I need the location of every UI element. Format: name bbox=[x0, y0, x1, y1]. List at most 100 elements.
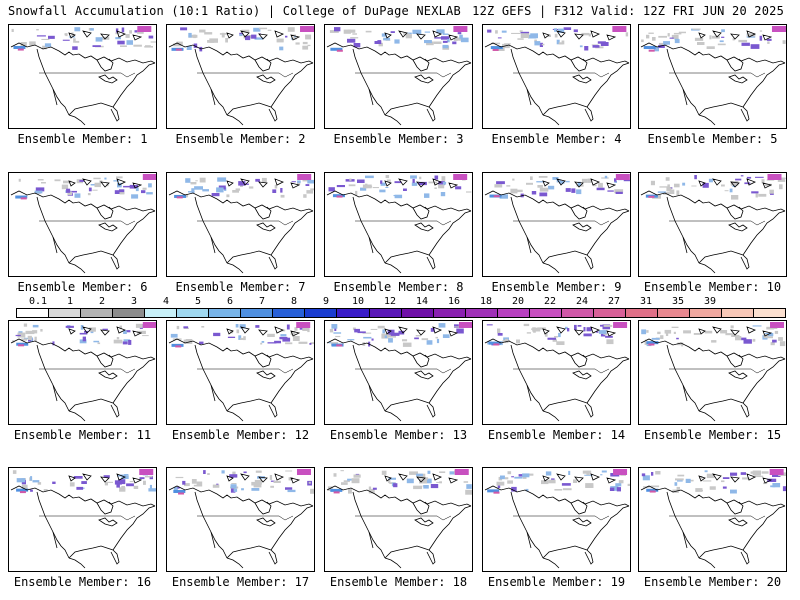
colorbar-tick-label: 0.1 bbox=[28, 296, 48, 307]
snowfall-map bbox=[8, 24, 157, 129]
snowfall-map bbox=[638, 172, 787, 277]
ensemble-member-label: Ensemble Member: 15 bbox=[643, 428, 782, 442]
snowfall-map bbox=[638, 467, 787, 572]
colorbar-swatch bbox=[689, 309, 723, 317]
snowfall-map bbox=[324, 172, 473, 277]
ensemble-member-panel: Ensemble Member: 3 bbox=[324, 24, 473, 146]
colorbar-tick-label: 12 bbox=[383, 296, 397, 307]
ensemble-member-panel: Ensemble Member: 1 bbox=[8, 24, 157, 146]
colorbar-swatch bbox=[177, 309, 210, 317]
ensemble-member-label: Ensemble Member: 18 bbox=[329, 575, 468, 589]
run-valid-time: 12Z GEFS | F312 Valid: 12Z FRI JUN 20 20… bbox=[472, 4, 784, 18]
ensemble-member-label: Ensemble Member: 4 bbox=[491, 132, 622, 146]
colorbar-swatch bbox=[209, 309, 242, 317]
colorbar-swatch bbox=[433, 309, 466, 317]
ensemble-member-panel: Ensemble Member: 8 bbox=[324, 172, 473, 294]
colorbar-swatch bbox=[369, 309, 402, 317]
ensemble-member-label: Ensemble Member: 8 bbox=[333, 280, 464, 294]
snowfall-map bbox=[482, 172, 631, 277]
colorbar-swatch bbox=[625, 309, 658, 317]
ensemble-member-panel: Ensemble Member: 9 bbox=[482, 172, 631, 294]
colorbar-swatch bbox=[17, 309, 50, 317]
colorbar-swatch bbox=[465, 309, 498, 317]
snowfall-map bbox=[482, 467, 631, 572]
colorbar-tick-label: 16 bbox=[447, 296, 461, 307]
ensemble-member-label: Ensemble Member: 11 bbox=[13, 428, 152, 442]
colorbar-swatch bbox=[401, 309, 434, 317]
colorbar-swatch bbox=[337, 309, 370, 317]
ensemble-member-label: Ensemble Member: 9 bbox=[491, 280, 622, 294]
colorbar-tick-label: 2 bbox=[98, 296, 106, 307]
ensemble-member-panel: Ensemble Member: 11 bbox=[8, 320, 157, 442]
ensemble-member-panel: Ensemble Member: 12 bbox=[166, 320, 315, 442]
colorbar-swatch bbox=[49, 309, 82, 317]
ensemble-member-label: Ensemble Member: 14 bbox=[487, 428, 626, 442]
ensemble-member-panel: Ensemble Member: 4 bbox=[482, 24, 631, 146]
ensemble-member-label: Ensemble Member: 7 bbox=[175, 280, 306, 294]
ensemble-member-label: Ensemble Member: 12 bbox=[171, 428, 310, 442]
colorbar-swatch bbox=[561, 309, 594, 317]
colorbar-tick-label: 5 bbox=[194, 296, 202, 307]
ensemble-member-panel: Ensemble Member: 20 bbox=[638, 467, 787, 589]
snowfall-map bbox=[166, 467, 315, 572]
colorbar-tick-label: 35 bbox=[671, 296, 685, 307]
ensemble-member-panel: Ensemble Member: 2 bbox=[166, 24, 315, 146]
colorbar-swatch bbox=[593, 309, 626, 317]
ensemble-member-panel: Ensemble Member: 13 bbox=[324, 320, 473, 442]
colorbar-swatch bbox=[497, 309, 530, 317]
ensemble-member-panel: Ensemble Member: 18 bbox=[324, 467, 473, 589]
ensemble-member-label: Ensemble Member: 17 bbox=[171, 575, 310, 589]
ensemble-member-label: Ensemble Member: 20 bbox=[643, 575, 782, 589]
ensemble-member-label: Ensemble Member: 19 bbox=[487, 575, 626, 589]
ensemble-member-panel: Ensemble Member: 10 bbox=[638, 172, 787, 294]
colorbar-swatch bbox=[657, 309, 690, 317]
ensemble-member-label: Ensemble Member: 10 bbox=[643, 280, 782, 294]
ensemble-member-panel: Ensemble Member: 5 bbox=[638, 24, 787, 146]
colorbar-swatch bbox=[529, 309, 562, 317]
ensemble-member-panel: Ensemble Member: 7 bbox=[166, 172, 315, 294]
ensemble-member-label: Ensemble Member: 1 bbox=[17, 132, 148, 146]
colorbar-tick-label: 18 bbox=[479, 296, 493, 307]
snowfall-map bbox=[8, 320, 157, 425]
ensemble-member-panel: Ensemble Member: 16 bbox=[8, 467, 157, 589]
ensemble-member-label: Ensemble Member: 16 bbox=[13, 575, 152, 589]
colorbar-tick-label: 27 bbox=[607, 296, 621, 307]
colorbar-swatch bbox=[754, 309, 786, 317]
snowfall-map bbox=[8, 172, 157, 277]
colorbar-swatch bbox=[81, 309, 114, 317]
snowfall-map bbox=[324, 467, 473, 572]
colorbar-tick-label: 14 bbox=[415, 296, 429, 307]
colorbar-tick-label: 6 bbox=[226, 296, 234, 307]
snowfall-map bbox=[166, 172, 315, 277]
ensemble-member-panel: Ensemble Member: 15 bbox=[638, 320, 787, 442]
snowfall-map bbox=[482, 320, 631, 425]
snowfall-map bbox=[166, 24, 315, 129]
ensemble-member-label: Ensemble Member: 13 bbox=[329, 428, 468, 442]
colorbar-labels: 0.1 1 2 3 4 5 6 7 8 9 10 12 14 16 18 20 22 24 27 31 35 39 bbox=[16, 296, 786, 308]
colorbar-swatch bbox=[273, 309, 306, 317]
ensemble-member-label: Ensemble Member: 5 bbox=[647, 132, 778, 146]
colorbar-tick-label: 1 bbox=[66, 296, 74, 307]
ensemble-member-label: Ensemble Member: 3 bbox=[333, 132, 464, 146]
colorbar-tick-label: 9 bbox=[322, 296, 330, 307]
colorbar-swatch bbox=[113, 309, 146, 317]
colorbar-tick-label: 7 bbox=[258, 296, 266, 307]
colorbar-tick-label: 8 bbox=[290, 296, 298, 307]
map-title: Snowfall Accumulation (10:1 Ratio) | Col… bbox=[8, 4, 461, 18]
snowfall-map bbox=[638, 24, 787, 129]
colorbar-swatch bbox=[241, 309, 274, 317]
colorbar-tick-label: 31 bbox=[639, 296, 653, 307]
colorbar-tick-label: 39 bbox=[703, 296, 717, 307]
colorbar-tick-label: 4 bbox=[162, 296, 170, 307]
snowfall-map bbox=[166, 320, 315, 425]
ensemble-member-label: Ensemble Member: 6 bbox=[17, 280, 148, 294]
snowfall-map bbox=[324, 320, 473, 425]
ensemble-member-panel: Ensemble Member: 14 bbox=[482, 320, 631, 442]
snowfall-map bbox=[324, 24, 473, 129]
snowfall-map bbox=[8, 467, 157, 572]
colorbar-swatch bbox=[145, 309, 178, 317]
snowfall-map bbox=[638, 320, 787, 425]
ensemble-member-panel: Ensemble Member: 17 bbox=[166, 467, 315, 589]
snowfall-map bbox=[482, 24, 631, 129]
ensemble-member-panel: Ensemble Member: 6 bbox=[8, 172, 157, 294]
